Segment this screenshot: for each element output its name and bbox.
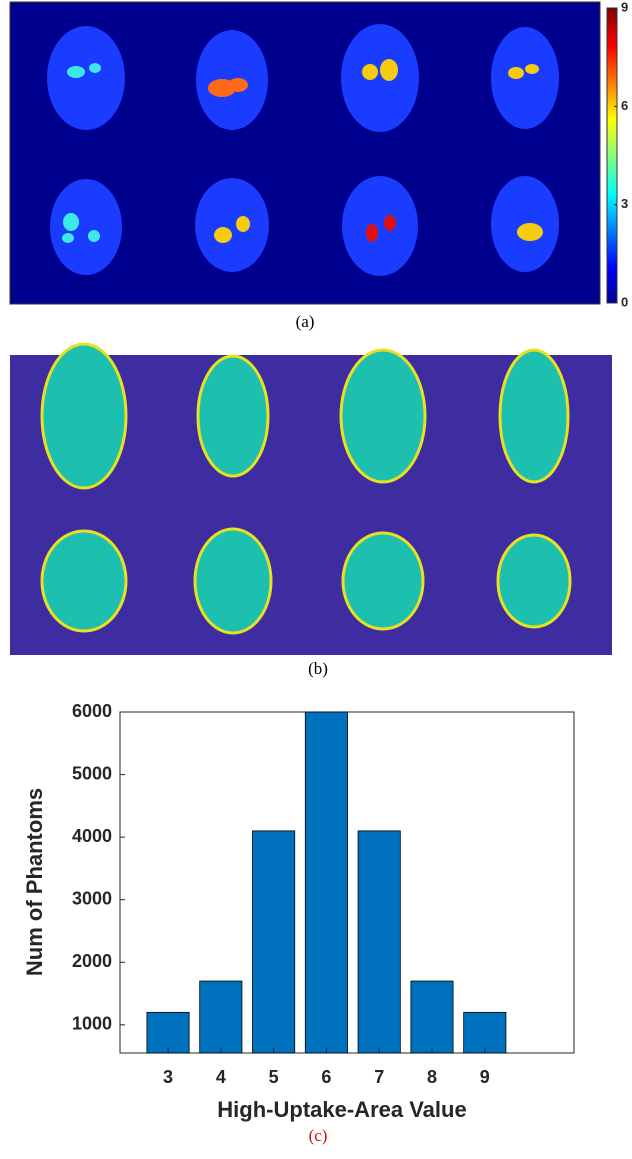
y-tick-label: 1000 — [72, 1014, 112, 1034]
colorbar-tick-label: 3 — [621, 196, 628, 211]
bar — [411, 981, 453, 1053]
colorbar-tick-label: 0 — [621, 294, 628, 309]
caption: (a) — [296, 312, 315, 331]
y-tick-label: 3000 — [72, 888, 112, 908]
figure: (a) (b) High-Uptake-Area Value Num of Ph… — [0, 0, 632, 1159]
bar — [464, 1012, 506, 1053]
y-tick-label: 2000 — [72, 951, 112, 971]
bar — [200, 981, 242, 1053]
panel-b-image — [10, 344, 612, 655]
x-tick-label: 3 — [163, 1067, 173, 1087]
colorbar — [607, 8, 617, 303]
x-tick-label: 4 — [216, 1067, 226, 1087]
x-tick-label: 9 — [480, 1067, 490, 1087]
colorbar-tick-label: 6 — [621, 98, 628, 113]
x-tick-label: 6 — [321, 1067, 331, 1087]
panel-a-image — [10, 2, 600, 304]
y-tick-label: 5000 — [72, 763, 112, 783]
bar — [358, 831, 400, 1053]
caption: (c) — [309, 1126, 328, 1145]
y-tick-label: 6000 — [72, 701, 112, 721]
bar — [305, 712, 347, 1053]
colorbar-tick-label: 9 — [621, 0, 628, 14]
x-tick-label: 5 — [269, 1067, 279, 1087]
bar — [253, 831, 295, 1053]
bar — [147, 1012, 189, 1053]
x-tick-label: 8 — [427, 1067, 437, 1087]
x-tick-label: 7 — [374, 1067, 384, 1087]
y-tick-label: 4000 — [72, 826, 112, 846]
y-axis-label: Num of Phantoms — [22, 788, 47, 976]
caption: (b) — [308, 659, 328, 678]
x-axis-label: High-Uptake-Area Value — [217, 1097, 466, 1122]
page: {"chart_data": [ {"type": "image", "capt… — [0, 0, 632, 1159]
